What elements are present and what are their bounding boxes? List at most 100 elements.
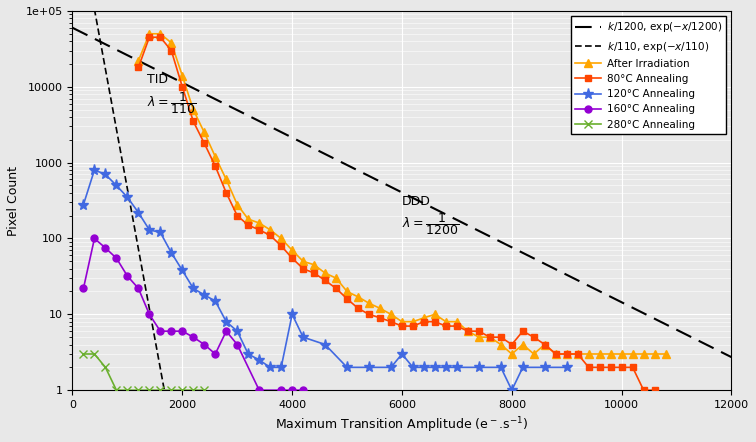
80°C Annealing xyxy=(628,365,637,370)
Text: DDD
$\lambda = \dfrac{1}{1200}$: DDD $\lambda = \dfrac{1}{1200}$ xyxy=(402,194,459,237)
80°C Annealing xyxy=(463,328,472,334)
280°C Annealing xyxy=(145,388,154,393)
160°C Annealing xyxy=(123,273,132,278)
80°C Annealing xyxy=(167,48,176,53)
After Irradiation xyxy=(420,315,429,320)
80°C Annealing xyxy=(309,271,318,276)
120°C Annealing xyxy=(145,227,154,232)
After Irradiation xyxy=(584,351,593,357)
120°C Annealing xyxy=(167,250,176,255)
Legend: $k$/1200, exp($-x$/1200), $k$/110, exp($-x$/110), After Irradiation, 80°C Anneal: $k$/1200, exp($-x$/1200), $k$/110, exp($… xyxy=(572,16,727,134)
80°C Annealing xyxy=(321,278,330,283)
160°C Annealing xyxy=(211,351,220,357)
120°C Annealing xyxy=(408,365,417,370)
80°C Annealing xyxy=(452,324,461,329)
$k$/1200, exp($-x$/1200) xyxy=(463,223,472,228)
80°C Annealing xyxy=(639,388,648,393)
160°C Annealing xyxy=(287,388,296,393)
120°C Annealing xyxy=(277,365,286,370)
After Irradiation xyxy=(562,351,572,357)
80°C Annealing xyxy=(189,119,198,124)
120°C Annealing xyxy=(342,365,352,370)
After Irradiation xyxy=(430,312,439,317)
80°C Annealing xyxy=(145,34,154,40)
80°C Annealing xyxy=(507,342,516,347)
After Irradiation xyxy=(243,217,253,222)
After Irradiation xyxy=(167,40,176,46)
80°C Annealing xyxy=(474,328,483,334)
80°C Annealing xyxy=(222,190,231,195)
Line: 120°C Annealing: 120°C Annealing xyxy=(78,164,572,396)
120°C Annealing xyxy=(562,365,572,370)
Y-axis label: Pixel Count: Pixel Count xyxy=(7,166,20,236)
After Irradiation xyxy=(309,262,318,267)
80°C Annealing xyxy=(562,351,572,357)
After Irradiation xyxy=(255,221,264,226)
160°C Annealing xyxy=(167,328,176,334)
80°C Annealing xyxy=(650,388,659,393)
120°C Annealing xyxy=(496,365,505,370)
Line: 80°C Annealing: 80°C Annealing xyxy=(135,34,658,394)
80°C Annealing xyxy=(430,319,439,324)
120°C Annealing xyxy=(156,230,165,235)
After Irradiation xyxy=(496,342,505,347)
80°C Annealing xyxy=(442,324,451,329)
80°C Annealing xyxy=(364,312,373,317)
80°C Annealing xyxy=(265,232,274,238)
120°C Annealing xyxy=(364,365,373,370)
After Irradiation xyxy=(332,275,341,281)
120°C Annealing xyxy=(442,365,451,370)
80°C Annealing xyxy=(233,213,242,218)
160°C Annealing xyxy=(222,328,231,334)
After Irradiation xyxy=(628,351,637,357)
80°C Annealing xyxy=(255,227,264,232)
80°C Annealing xyxy=(342,296,352,301)
After Irradiation xyxy=(463,328,472,334)
80°C Annealing xyxy=(156,34,165,40)
120°C Annealing xyxy=(233,328,242,334)
280°C Annealing xyxy=(112,388,121,393)
After Irradiation xyxy=(452,319,461,324)
160°C Annealing xyxy=(189,335,198,340)
120°C Annealing xyxy=(112,183,121,188)
120°C Annealing xyxy=(452,365,461,370)
After Irradiation xyxy=(442,319,451,324)
160°C Annealing xyxy=(101,245,110,251)
120°C Annealing xyxy=(79,202,88,207)
80°C Annealing xyxy=(617,365,626,370)
80°C Annealing xyxy=(287,255,296,261)
80°C Annealing xyxy=(376,315,385,320)
80°C Annealing xyxy=(277,243,286,248)
After Irradiation xyxy=(529,351,538,357)
120°C Annealing xyxy=(386,365,395,370)
160°C Annealing xyxy=(90,236,99,241)
After Irradiation xyxy=(156,31,165,36)
80°C Annealing xyxy=(519,328,528,334)
80°C Annealing xyxy=(529,335,538,340)
120°C Annealing xyxy=(474,365,483,370)
80°C Annealing xyxy=(134,65,143,70)
160°C Annealing xyxy=(79,286,88,291)
280°C Annealing xyxy=(123,388,132,393)
160°C Annealing xyxy=(233,342,242,347)
80°C Annealing xyxy=(398,324,407,329)
After Irradiation xyxy=(178,73,187,78)
280°C Annealing xyxy=(79,351,88,357)
Line: $k$/1200, exp($-x$/1200): $k$/1200, exp($-x$/1200) xyxy=(73,28,732,357)
Line: 160°C Annealing: 160°C Annealing xyxy=(80,235,307,394)
160°C Annealing xyxy=(299,388,308,393)
120°C Annealing xyxy=(178,268,187,273)
280°C Annealing xyxy=(90,351,99,357)
After Irradiation xyxy=(551,351,560,357)
$k$/1200, exp($-x$/1200) xyxy=(610,296,619,301)
80°C Annealing xyxy=(541,342,550,347)
80°C Annealing xyxy=(496,335,505,340)
160°C Annealing xyxy=(255,388,264,393)
$k$/1200, exp($-x$/1200) xyxy=(727,354,736,360)
280°C Annealing xyxy=(167,388,176,393)
280°C Annealing xyxy=(101,365,110,370)
120°C Annealing xyxy=(90,168,99,173)
80°C Annealing xyxy=(200,141,209,146)
After Irradiation xyxy=(376,306,385,311)
280°C Annealing xyxy=(189,388,198,393)
